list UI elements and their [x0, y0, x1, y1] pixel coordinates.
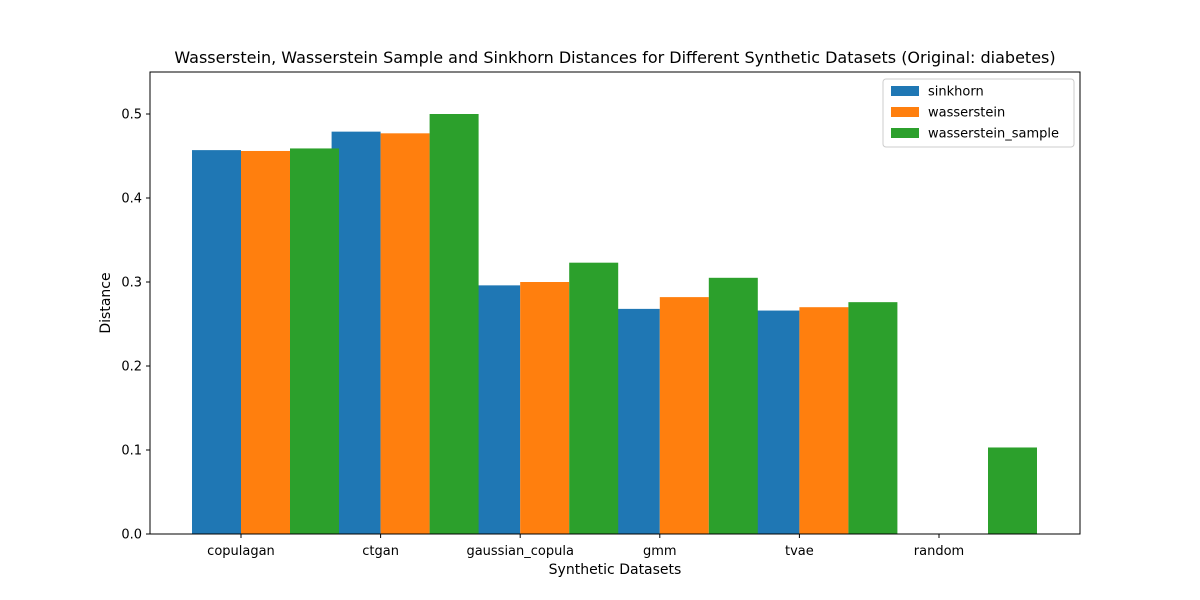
bar-sinkhorn-copulagan	[192, 150, 241, 534]
x-tick-label-random: random	[914, 544, 964, 559]
bar-wasserstein_sample-ctgan	[429, 114, 479, 534]
legend-label-sinkhorn: sinkhorn	[928, 85, 984, 100]
bar-wasserstein-ctgan	[380, 133, 430, 534]
y-tick-label: 0.3	[121, 276, 142, 291]
legend-label-wasserstein_sample: wasserstein_sample	[928, 127, 1059, 142]
bar-wasserstein_sample-random	[988, 447, 1037, 534]
legend-box	[882, 78, 1075, 148]
legend-swatch-wasserstein	[891, 107, 919, 117]
x-tick-label-copulagan: copulagan	[207, 544, 275, 559]
bar-wasserstein-tvae	[799, 307, 849, 534]
x-tick-label-gaussian_copula: gaussian_copula	[466, 544, 574, 559]
bar-wasserstein-gmm	[659, 297, 709, 534]
bars-group	[192, 114, 1037, 534]
plot-frame	[149, 71, 1081, 535]
legend: sinkhorn wasserstein wasserstein_sample	[882, 78, 1075, 148]
x-axis-label: Synthetic Datasets	[549, 562, 682, 578]
x-tick-label-ctgan: ctgan	[362, 544, 399, 559]
bar-sinkhorn-gaussian_copula	[471, 285, 521, 534]
bar-sinkhorn-tvae	[750, 310, 800, 534]
bar-wasserstein-gaussian_copula	[520, 282, 570, 534]
y-tick-label: 0.2	[121, 360, 142, 375]
bar-sinkhorn-ctgan	[331, 131, 381, 534]
y-tick-label: 0.0	[121, 528, 142, 543]
y-axis-label: Distance	[98, 272, 114, 333]
legend-swatch-wasserstein_sample	[891, 128, 919, 138]
chart-title: Wasserstein, Wasserstein Sample and Sink…	[174, 48, 1055, 67]
bar-wasserstein_sample-gaussian_copula	[569, 262, 619, 534]
y-tick-label: 0.4	[121, 192, 142, 207]
x-tick-label-tvae: tvae	[785, 544, 814, 559]
bar-wasserstein_sample-gmm	[708, 277, 758, 534]
y-tick-label: 0.1	[121, 444, 142, 459]
legend-label-wasserstein: wasserstein	[928, 106, 1005, 121]
bar-wasserstein_sample-copulagan	[290, 148, 339, 534]
x-tick-label-gmm: gmm	[643, 544, 677, 559]
bar-wasserstein_sample-tvae	[848, 302, 898, 534]
legend-swatch-sinkhorn	[891, 86, 919, 96]
bar-sinkhorn-gmm	[610, 308, 660, 534]
x-axis-ticks: copulagan ctgan gaussian_copula gmm tvae rand…	[207, 534, 964, 559]
y-axis-ticks: 0.0 0.1 0.2 0.3 0.4 0.5	[121, 108, 150, 543]
bar-wasserstein-copulagan	[241, 150, 290, 534]
y-tick-label: 0.5	[121, 108, 142, 123]
